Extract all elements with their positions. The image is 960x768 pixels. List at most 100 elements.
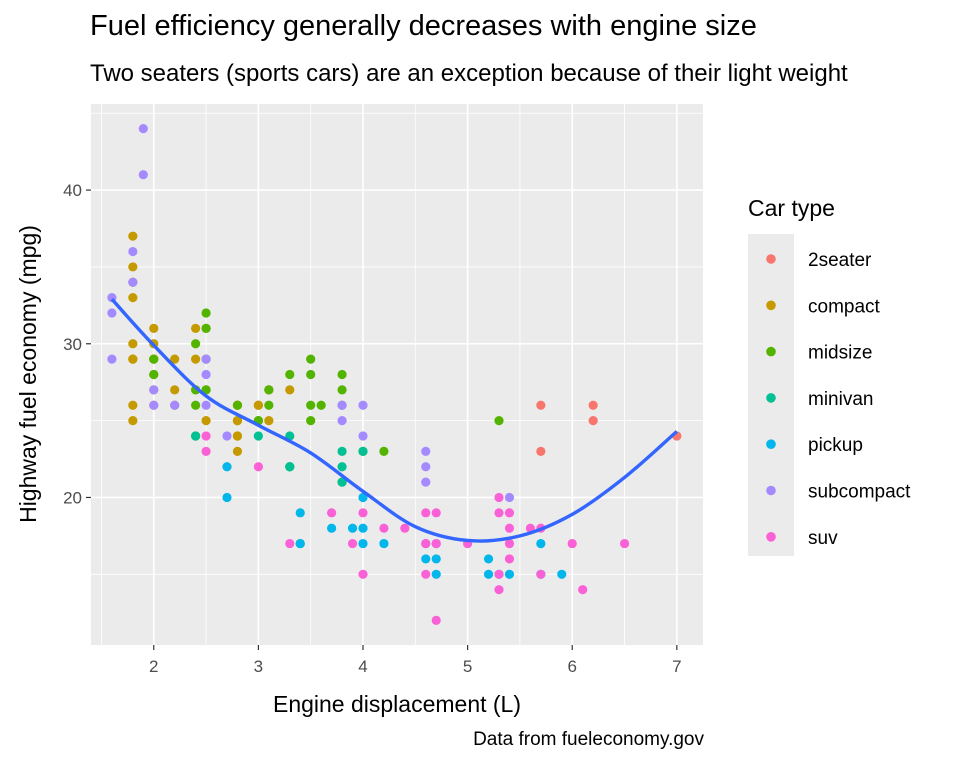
- data-point-compact: [149, 323, 159, 333]
- data-point-pickup: [379, 538, 389, 549]
- data-point-pickup: [483, 569, 494, 579]
- data-point-compact: [128, 339, 138, 349]
- data-point-midsize: [306, 416, 316, 426]
- data-point-subcompact: [337, 416, 347, 426]
- data-point-minivan: [253, 431, 263, 441]
- data-point-suv: [494, 492, 504, 503]
- data-point-suv: [431, 538, 441, 549]
- data-point-suv: [504, 523, 515, 533]
- data-point-subcompact: [421, 477, 431, 487]
- data-point-subcompact: [149, 385, 159, 395]
- chart-caption: Data from fueleconomy.gov: [473, 729, 704, 750]
- data-point-minivan: [285, 462, 295, 472]
- data-point-suv: [578, 585, 588, 595]
- legend-key-minivan: [766, 393, 776, 403]
- data-point-pickup: [504, 569, 515, 579]
- x-axis-title: Engine displacement (L): [273, 691, 521, 717]
- data-point-subcompact: [201, 369, 211, 380]
- data-point-compact: [232, 431, 243, 441]
- data-point-midsize: [232, 400, 243, 410]
- data-point-pickup: [222, 462, 232, 472]
- data-point-compact: [170, 354, 180, 364]
- data-point-pickup: [327, 523, 337, 533]
- data-point-compact: [232, 416, 243, 426]
- legend-label-suv: suv: [808, 528, 838, 549]
- data-point-compact: [285, 385, 295, 395]
- data-point-pickup: [295, 538, 305, 549]
- data-point-compact: [201, 416, 211, 426]
- data-point-subcompact: [128, 246, 138, 257]
- data-point-compact: [128, 400, 138, 410]
- data-point-suv: [504, 538, 515, 549]
- chart-subtitle: Two seaters (sports cars) are an excepti…: [90, 60, 848, 87]
- data-point-suv: [327, 508, 337, 518]
- data-point-suv: [494, 585, 504, 595]
- data-point-midsize: [201, 308, 211, 318]
- y-tick-label: 20: [63, 488, 82, 507]
- legend-label-midsize: midsize: [808, 343, 872, 364]
- data-point-midsize: [494, 416, 504, 426]
- data-point-suv: [421, 569, 431, 579]
- data-point-suv: [421, 508, 431, 518]
- data-point-subcompact: [201, 354, 211, 364]
- y-axis-ticks: 20 30 40: [63, 181, 91, 507]
- data-point-pickup: [358, 538, 368, 549]
- x-axis-ticks: 2 3 4 5 6 7: [149, 645, 682, 676]
- data-point-midsize: [306, 369, 316, 380]
- data-point-2seater: [588, 400, 598, 410]
- x-tick-label: 6: [567, 657, 576, 676]
- data-point-subcompact: [107, 308, 117, 318]
- data-point-midsize: [149, 354, 159, 364]
- data-point-compact: [170, 385, 180, 395]
- data-point-compact: [264, 416, 274, 426]
- legend: 2seater compact midsize minivan pickup subcom…: [766, 250, 911, 549]
- data-point-pickup: [358, 492, 368, 503]
- data-point-suv: [253, 462, 263, 472]
- data-point-2seater: [536, 446, 546, 456]
- x-tick-label: 7: [672, 657, 681, 676]
- data-point-suv: [421, 538, 431, 549]
- data-point-suv: [494, 508, 504, 518]
- data-point-compact: [128, 293, 138, 303]
- data-point-suv: [504, 508, 515, 518]
- data-point-compact: [128, 354, 138, 364]
- data-point-minivan: [191, 431, 201, 441]
- data-point-pickup: [295, 508, 305, 518]
- legend-key-midsize: [766, 346, 776, 357]
- data-point-subcompact: [138, 170, 148, 180]
- x-tick-label: 5: [463, 657, 472, 676]
- legend-label-subcompact: subcompact: [808, 482, 911, 503]
- data-point-suv: [285, 538, 295, 549]
- data-point-midsize: [337, 385, 347, 395]
- data-point-pickup: [483, 554, 494, 564]
- data-point-subcompact: [337, 400, 347, 410]
- data-point-compact: [232, 446, 243, 456]
- data-point-minivan: [337, 477, 347, 487]
- data-point-midsize: [306, 400, 316, 410]
- data-point-pickup: [431, 569, 441, 579]
- data-point-subcompact: [222, 431, 232, 441]
- data-point-pickup: [421, 554, 431, 564]
- data-point-pickup: [557, 569, 567, 579]
- data-point-midsize: [201, 323, 211, 333]
- data-point-subcompact: [170, 400, 180, 410]
- data-point-subcompact: [201, 400, 211, 410]
- data-point-subcompact: [421, 446, 431, 456]
- data-point-suv: [431, 508, 441, 518]
- data-point-compact: [191, 354, 201, 364]
- x-tick-label: 2: [149, 657, 158, 676]
- legend-key-pickup: [766, 439, 776, 450]
- data-point-suv: [379, 523, 389, 533]
- data-point-minivan: [337, 446, 347, 456]
- data-point-compact: [191, 323, 201, 333]
- legend-label-compact: compact: [808, 296, 881, 317]
- data-point-subcompact: [504, 492, 515, 503]
- data-point-compact: [128, 231, 138, 241]
- legend-label-minivan: minivan: [808, 389, 873, 410]
- legend-label-pickup: pickup: [808, 435, 863, 456]
- data-point-subcompact: [358, 400, 368, 410]
- data-point-pickup: [347, 523, 358, 533]
- data-point-subcompact: [421, 462, 431, 472]
- data-point-compact: [253, 400, 263, 410]
